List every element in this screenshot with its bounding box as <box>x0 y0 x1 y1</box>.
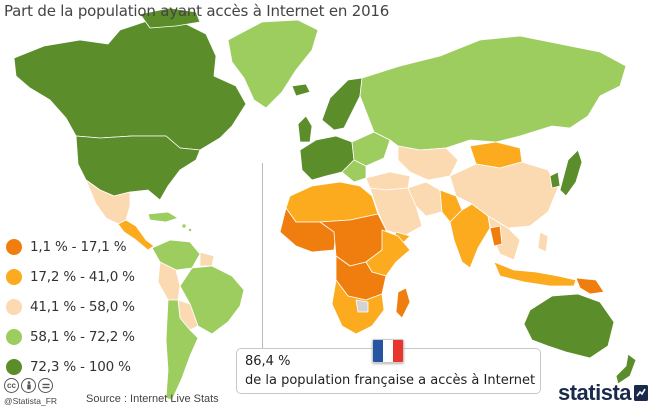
nd-icon <box>38 378 53 393</box>
region-turkey <box>365 171 411 191</box>
region-australia <box>523 293 615 359</box>
legend-swatch-1 <box>6 239 22 255</box>
legend-swatch-3 <box>6 299 22 315</box>
region-argentina-chile <box>165 299 199 401</box>
page-title: Part de la population ayant accès à Inte… <box>4 2 390 20</box>
region-guianas <box>199 251 215 267</box>
region-japan <box>559 149 583 197</box>
region-new-zealand <box>615 353 637 385</box>
legend-item: 72,3 % - 100 % <box>6 352 135 382</box>
map-legend: 1,1 % - 17,1 % 17,2 % - 41,0 % 41,1 % - … <box>6 232 135 382</box>
region-korea <box>549 171 561 189</box>
island-marker <box>188 228 192 232</box>
statista-mark-icon <box>634 385 649 401</box>
legend-label: 72,3 % - 100 % <box>30 359 131 375</box>
statista-logo: statista <box>558 380 649 406</box>
region-greenland <box>227 19 319 109</box>
legend-item: 58,1 % - 72,2 % <box>6 322 135 352</box>
callout-pointer-line <box>262 163 263 348</box>
region-brazil <box>179 265 245 335</box>
region-uk <box>297 115 313 143</box>
callout-value: 86,4 % <box>245 354 291 369</box>
legend-label: 58,1 % - 72,2 % <box>30 329 135 345</box>
region-indonesia <box>493 261 577 287</box>
social-handle: @Statista_FR <box>4 396 58 406</box>
cc-icon: cc <box>4 378 19 393</box>
region-west-africa <box>279 207 337 253</box>
region-papua <box>575 277 605 295</box>
flag-stripe-red <box>393 340 403 362</box>
region-russia <box>359 35 627 151</box>
region-caribbean <box>147 211 179 223</box>
region-philippines <box>537 231 549 253</box>
legend-item: 41,1 % - 58,0 % <box>6 292 135 322</box>
license-icons: cc <box>4 378 53 393</box>
france-callout: 86,4 % de la population française a accè… <box>236 348 541 394</box>
island-marker <box>181 223 187 229</box>
callout-text: de la population française a accès à Int… <box>245 373 536 388</box>
region-myanmar <box>489 225 503 247</box>
legend-label: 1,1 % - 17,1 % <box>30 239 127 255</box>
legend-swatch-4 <box>6 329 22 345</box>
region-madagascar <box>395 287 411 319</box>
legend-swatch-2 <box>6 269 22 285</box>
brand-name: statista <box>558 380 632 405</box>
legend-label: 41,1 % - 58,0 % <box>30 299 135 315</box>
legend-item: 17,2 % - 41,0 % <box>6 262 135 292</box>
region-colombia-venezuela <box>151 239 201 271</box>
region-india <box>449 203 491 269</box>
region-canada <box>13 19 247 151</box>
france-flag-icon <box>372 339 404 363</box>
legend-item: 1,1 % - 17,1 % <box>6 232 135 262</box>
region-central-america <box>117 219 155 251</box>
source-note: Source : Internet Live Stats <box>86 393 219 405</box>
region-scandinavia <box>321 77 363 131</box>
region-kazakhstan <box>397 145 459 181</box>
region-arctic-islands <box>139 7 201 29</box>
flag-stripe-white <box>383 340 393 362</box>
by-icon <box>21 378 36 393</box>
region-middle-east <box>369 187 423 237</box>
region-north-africa <box>285 181 379 223</box>
legend-label: 17,2 % - 41,0 % <box>30 269 135 285</box>
flag-stripe-blue <box>373 340 383 362</box>
legend-swatch-5 <box>6 359 22 375</box>
region-mexico <box>85 179 131 225</box>
region-balkans <box>341 159 367 183</box>
region-iceland <box>291 83 311 97</box>
region-nodata <box>355 299 369 313</box>
